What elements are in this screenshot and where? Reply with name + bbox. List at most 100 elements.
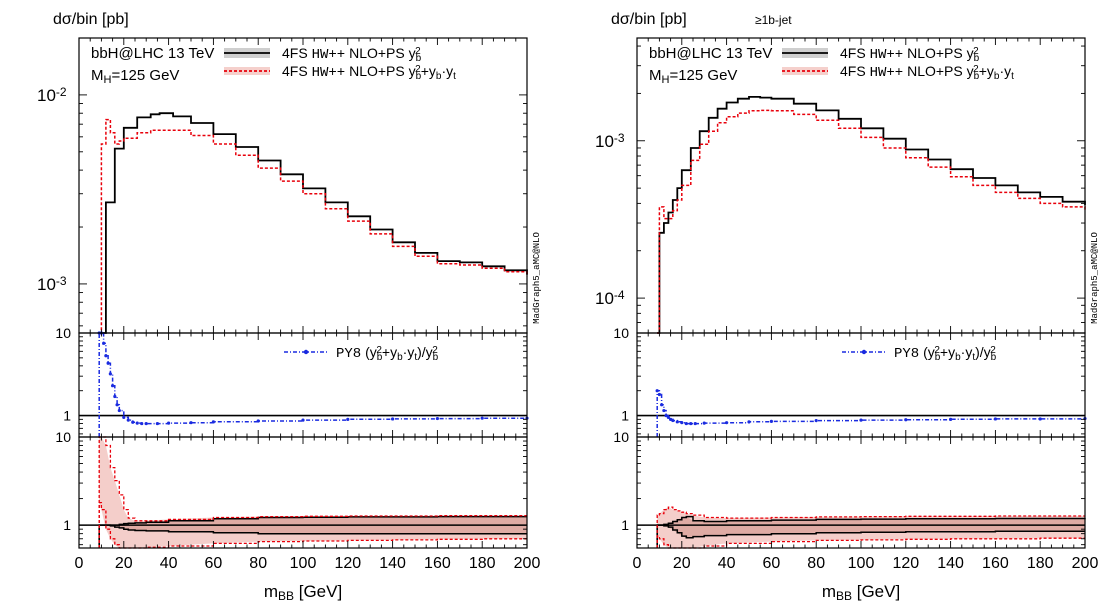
ratio-legend-part: PY8 (894, 346, 919, 362)
legend-entry-part: 4FS (282, 45, 312, 61)
x-tick-label: 120 (334, 555, 361, 572)
legend-entry-part: NLO+PS (903, 45, 966, 61)
x-axis-label-part: m (264, 582, 278, 601)
ratio-point (111, 384, 115, 388)
x-tick-label: 0 (633, 555, 642, 572)
ratio-point (391, 417, 395, 421)
y-tick-label: 10-4 (595, 288, 625, 308)
legend-entry-part: b (436, 71, 442, 82)
y-tick-label-part: 10 (595, 132, 614, 151)
x-tick-label: 40 (160, 555, 178, 572)
ratio-point (480, 416, 484, 420)
ratio-point (680, 421, 684, 425)
ratio-legend-part: b (397, 352, 403, 363)
ratio-legend-part: PY8 (336, 346, 361, 362)
ratio-point (725, 421, 729, 425)
ratio-legend-part: ·y (403, 344, 415, 360)
red-band-upper (98, 436, 527, 548)
legend-entry-part: t (1011, 71, 1014, 82)
ratio-legend-part: 2 (990, 345, 996, 356)
y-axis-label: dσ/bin [pb] (611, 11, 687, 28)
legend-entry-part: b (974, 71, 980, 82)
ratio-legend-part: b (433, 352, 439, 363)
x-tick-label: 140 (379, 555, 406, 572)
x-tick-label: 20 (115, 555, 133, 572)
legend-entry-part: HW++ (870, 65, 904, 81)
red-band-lower (98, 501, 527, 549)
x-tick-label: 40 (718, 555, 736, 572)
x-tick-label: 160 (982, 555, 1009, 572)
y-axis-label: dσ/bin [pb] (53, 11, 129, 28)
black-uncertainty-band (657, 516, 1085, 538)
mass-label-part: H (104, 74, 112, 86)
ratio-point (675, 420, 679, 424)
x-tick-label: 180 (469, 555, 496, 572)
ratio-point (189, 421, 193, 425)
legend-entry-part: HW++ (312, 47, 346, 63)
ratio-point (693, 421, 697, 426)
chart-panel-1: dσ/bin [pb] 0 20 40 60 80 100 120 140 160 180 200 mB… (37, 11, 542, 601)
ratio-legend-part: b (955, 352, 961, 363)
x-tick-label: 200 (514, 555, 541, 572)
legend-entry-part: ·y (999, 63, 1011, 79)
ratio-point (106, 361, 110, 365)
ratio-point (993, 417, 998, 421)
ratio-point (126, 418, 130, 422)
x-tick-label: 140 (937, 555, 964, 572)
legend-entry-part: y (409, 63, 416, 79)
legend-entry-part: HW++ (870, 47, 904, 63)
y-tick-label-part: -3 (56, 274, 67, 288)
ratio-point (689, 421, 693, 426)
ratio-point (814, 418, 818, 423)
x-tick-label: 60 (763, 555, 781, 572)
mass-label-part: =125 GeV (111, 67, 179, 84)
ratio-point (102, 341, 106, 345)
ratio-point (1038, 417, 1042, 421)
ratio-legend-part: t (972, 352, 975, 363)
legend-entry-part: 4FS (282, 63, 312, 79)
band-tick-label: 10 (55, 429, 71, 445)
ratio-point (671, 418, 675, 423)
black-band-upper (656, 515, 1086, 548)
legend-entry-part: 4FS (840, 63, 870, 79)
legend-entry-part: 2 (973, 46, 979, 57)
ratio-point (104, 354, 108, 358)
ratio-tick-label: 10 (613, 325, 629, 341)
ratio-point (155, 421, 159, 426)
ratio-legend-part: (y (361, 344, 377, 360)
ratio-point (684, 421, 688, 426)
ratio-legend-entry: PY8 (yb2+yb·yt)/yb2 (894, 344, 997, 363)
legend-entry-part: NLO+PS (345, 63, 408, 79)
y-tick-label: 10-3 (595, 130, 625, 150)
legend-entry-part: +y (421, 63, 436, 79)
x-tick-label: 180 (1027, 555, 1054, 572)
ratio-point (108, 372, 112, 376)
ratio-legend-part: +y (382, 344, 397, 360)
ratio-legend-marker (861, 349, 867, 355)
ratio-point (256, 419, 260, 423)
ratio-tick-label: 1 (621, 408, 629, 424)
legend-entry: 4FS HW++ NLO+PS yb2 (840, 45, 980, 64)
y-tick-label-part: -3 (614, 130, 625, 144)
legend-entry-part: y (967, 45, 974, 61)
legend-entry-part: 2 (973, 64, 979, 75)
legend-entry-part: y (967, 63, 974, 79)
x-tick-label: 100 (848, 555, 875, 572)
ratio-point (115, 403, 119, 407)
series-line-2 (657, 109, 1086, 334)
ratio-point (702, 421, 706, 425)
y-tick-label-part: 10 (595, 289, 614, 308)
x-tick-label: 120 (892, 555, 919, 572)
x-tick-label: 0 (75, 555, 84, 572)
ratio-point (662, 408, 666, 413)
process-label: bbH@LHC 13 TeV (91, 45, 214, 62)
watermark-label: MadGraph5_aMC@NLO (532, 232, 542, 324)
ratio-legend-part: b (935, 352, 941, 363)
x-tick-label: 60 (205, 555, 223, 572)
ratio-point (117, 408, 121, 413)
legend-entry-part: 2 (415, 46, 421, 57)
ratio-point (131, 420, 135, 424)
x-axis-label: mBB [GeV] (822, 582, 900, 601)
x-tick-label: 200 (1072, 555, 1099, 572)
